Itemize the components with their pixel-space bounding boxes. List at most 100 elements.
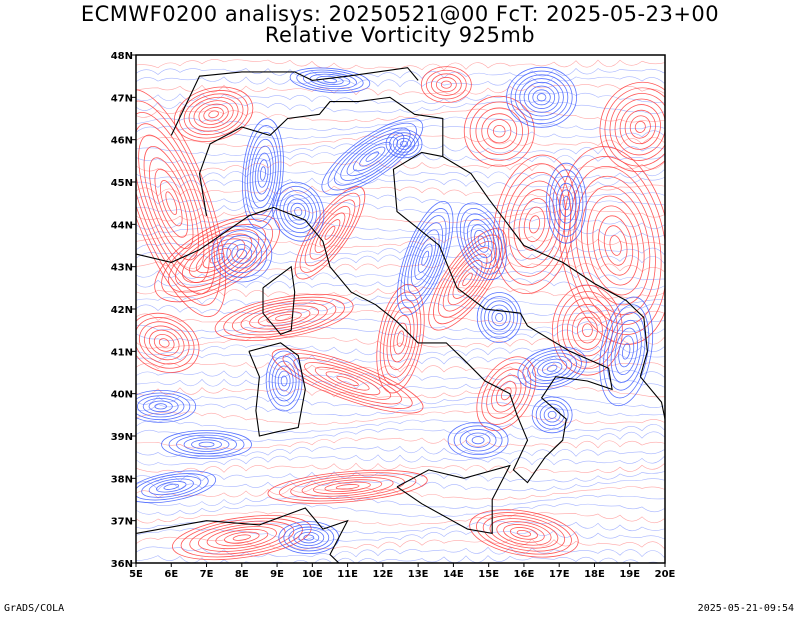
lon-tick-label: 7E <box>200 569 214 580</box>
negative-vorticity-core <box>506 66 577 128</box>
lon-tick-label: 15E <box>478 569 499 580</box>
weak-contour <box>136 261 665 273</box>
chart-title: ECMWF0200 analisys: 20250521@00 FcT: 202… <box>80 2 720 26</box>
weak-contour <box>136 385 665 399</box>
weak-contour <box>136 125 665 140</box>
positive-vorticity-core <box>420 66 472 104</box>
lon-tick-label: 8E <box>235 569 249 580</box>
weak-contour <box>136 209 665 224</box>
lon-tick-label: 13E <box>408 569 429 580</box>
lon-tick-label: 16E <box>514 569 535 580</box>
lat-tick-label: 47N <box>111 93 133 104</box>
weak-contour <box>136 555 660 563</box>
weak-contour <box>136 478 665 492</box>
negative-vorticity-core <box>517 346 587 391</box>
negative-vorticity-core <box>136 389 197 423</box>
positive-vorticity-core <box>469 509 579 558</box>
negative-vorticity-core <box>242 118 284 229</box>
weak-contour <box>136 168 665 180</box>
lon-tick-label: 20E <box>655 569 676 580</box>
negative-vorticity-core <box>265 350 303 412</box>
weak-contour <box>136 370 665 382</box>
weak-contour <box>136 519 665 534</box>
lon-tick-label: 19E <box>619 569 640 580</box>
coastline-segment <box>248 342 306 437</box>
negative-vorticity-core <box>396 201 454 316</box>
positive-vorticity-core <box>214 293 354 342</box>
weak-contour <box>136 200 665 215</box>
coastline-segment <box>198 96 444 216</box>
lat-tick-label: 40N <box>111 390 133 401</box>
positive-vorticity-core <box>599 81 665 173</box>
negative-vorticity-core <box>161 430 252 459</box>
lat-tick-label: 43N <box>111 263 133 274</box>
lat-tick-label: 36N <box>111 559 133 570</box>
negative-vorticity-core <box>599 296 654 407</box>
negative-vorticity-core <box>476 292 522 343</box>
lat-tick-label: 38N <box>111 474 133 485</box>
weak-contour <box>136 536 665 550</box>
coastline-segment <box>442 156 648 377</box>
weak-contour <box>136 445 665 458</box>
lat-tick-label: 45N <box>111 178 133 189</box>
weak-contour <box>136 225 665 240</box>
weak-contour <box>136 184 665 197</box>
weak-contour <box>136 419 665 434</box>
lon-tick-label: 12E <box>372 569 393 580</box>
coastline-segment <box>136 507 349 563</box>
weak-contour <box>136 494 665 509</box>
positive-vorticity-core <box>172 515 312 561</box>
weak-contour <box>136 344 665 356</box>
positive-vorticity-core <box>267 469 428 504</box>
lat-tick-label: 46N <box>111 136 133 147</box>
lon-tick-label: 10E <box>302 569 323 580</box>
weak-contour <box>136 511 665 526</box>
chart-subtitle: Relative Vorticity 925mb <box>264 23 536 47</box>
lat-tick-label: 37N <box>111 517 133 528</box>
weak-contour <box>136 134 665 148</box>
positive-vorticity-core <box>136 89 227 318</box>
weak-contour <box>136 335 665 349</box>
positive-vorticity-core <box>173 86 254 142</box>
lon-tick-label: 6E <box>164 569 178 580</box>
weak-contour <box>136 362 665 373</box>
positive-vorticity-core <box>154 214 280 303</box>
weak-contour <box>136 377 665 390</box>
weak-contour <box>136 293 665 308</box>
negative-vorticity-core <box>289 67 371 94</box>
lon-tick-label: 18E <box>584 569 605 580</box>
lat-tick-label: 42N <box>111 305 133 316</box>
lon-tick-label: 5E <box>129 569 143 580</box>
positive-vorticity-core <box>492 154 577 295</box>
coastline-segment <box>170 67 419 136</box>
negative-vorticity-core <box>211 225 273 283</box>
negative-vorticity-core <box>136 470 217 504</box>
coastline-segment <box>639 376 665 420</box>
negative-vorticity-core <box>545 162 587 244</box>
positive-vorticity-core <box>136 312 200 373</box>
lon-tick-label: 11E <box>337 569 358 580</box>
timestamp: 2025-05-21-09:54 <box>697 603 794 614</box>
weak-contour <box>136 410 665 425</box>
negative-vorticity-core <box>447 421 509 459</box>
weak-contour <box>136 108 665 123</box>
lat-tick-label: 41N <box>111 347 133 358</box>
weak-contour <box>136 454 665 466</box>
coastlines <box>136 67 665 563</box>
latitude-axis: 36N 37N 38N 39N 40N 41N 42N 43N 44N 45N 46N 47N 48N <box>111 51 136 570</box>
weak-contour <box>136 160 665 172</box>
positive-vorticity-core <box>552 284 623 376</box>
coastline-segment <box>396 464 511 535</box>
lon-tick-label: 9E <box>270 569 284 580</box>
negative-vorticity-core <box>385 129 423 159</box>
weak-contour <box>136 486 665 501</box>
weak-contour <box>136 402 665 417</box>
vorticity-field <box>136 59 665 563</box>
weak-contour <box>136 428 665 442</box>
weak-contour <box>136 503 665 518</box>
weak-contour <box>136 326 665 341</box>
positive-vorticity-core <box>463 95 535 167</box>
lat-tick-label: 39N <box>111 432 133 443</box>
weak-contour <box>136 217 665 232</box>
